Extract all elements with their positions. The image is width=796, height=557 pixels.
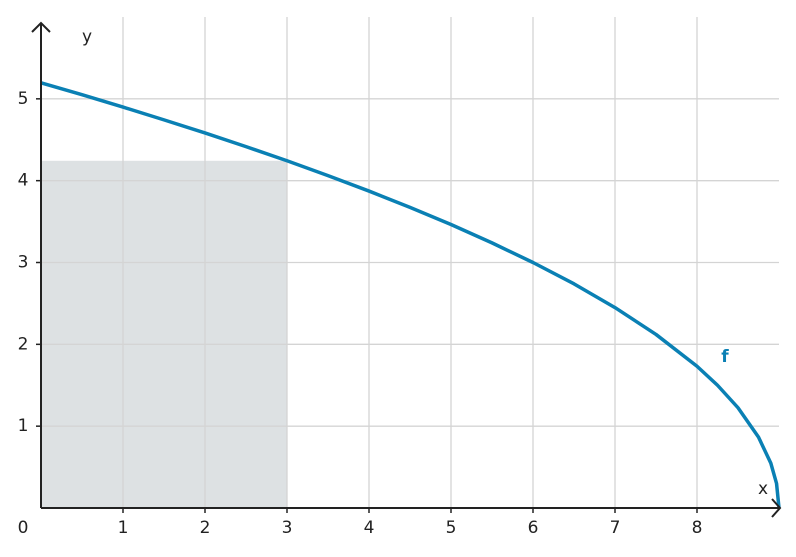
plot-background — [41, 160, 287, 508]
series-label: f — [721, 347, 729, 367]
x-axis-label: x — [758, 479, 768, 499]
line — [40, 81, 781, 509]
x-arrow — [771, 498, 782, 518]
x-tick-label: 4 — [364, 518, 375, 538]
x-tick-label: 5 — [446, 518, 457, 538]
x-tick-label: 7 — [610, 518, 621, 538]
x-tick-label: 2 — [200, 518, 211, 538]
marks — [40, 81, 781, 509]
y-tick-label: 4 — [18, 171, 29, 191]
y-tick-label: 1 — [18, 416, 29, 436]
y-tick-label: 2 — [18, 334, 29, 354]
x-tick-label: 0 — [18, 518, 29, 538]
grid — [36, 17, 779, 513]
x-tick-label: 1 — [118, 518, 129, 538]
y-tick-label: 3 — [18, 253, 29, 273]
y-axis-label: y — [82, 27, 92, 47]
y-arrow — [31, 21, 51, 33]
x-tick-label: 3 — [282, 518, 293, 538]
x-tick-label: 6 — [528, 518, 539, 538]
x-tick-label: 8 — [692, 518, 703, 538]
area-rectangle — [41, 160, 287, 508]
y-tick-label: 5 — [18, 89, 29, 109]
